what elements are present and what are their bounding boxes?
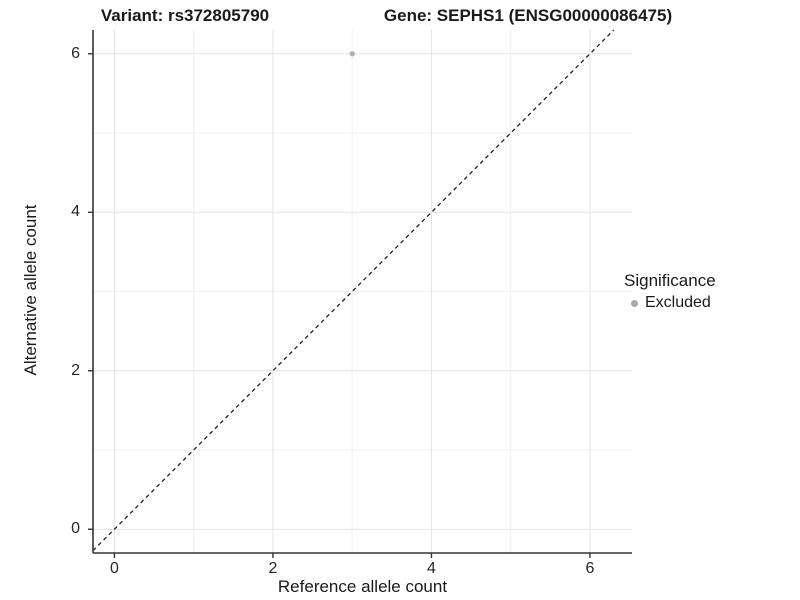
gene-title: Gene: SEPHS1 (ENSG00000086475) <box>383 6 673 25</box>
legend-item-excluded: Excluded <box>624 293 716 313</box>
x-tick-label: 4 <box>427 560 436 577</box>
legend-title: Significance <box>624 271 716 290</box>
y-tick-label: 6 <box>71 44 80 62</box>
y-axis-title: Alternative allele count <box>21 204 40 376</box>
y-tick-label: 2 <box>71 361 80 379</box>
x-tick-label: 0 <box>109 560 119 577</box>
legend-item-label: Excluded <box>645 294 711 311</box>
variant-title: Variant: rs372805790 <box>100 6 270 25</box>
legend: Significance Excluded <box>624 270 716 313</box>
x-tick-label: 2 <box>268 560 278 577</box>
y-tick-label: 4 <box>71 203 80 221</box>
x-tick-label: 6 <box>585 560 595 577</box>
y-tick-label: 0 <box>71 520 80 538</box>
excluded-point-icon <box>631 299 638 307</box>
identity-line <box>92 29 615 552</box>
x-axis-title: Reference allele count <box>277 577 448 596</box>
data-point <box>349 51 355 57</box>
